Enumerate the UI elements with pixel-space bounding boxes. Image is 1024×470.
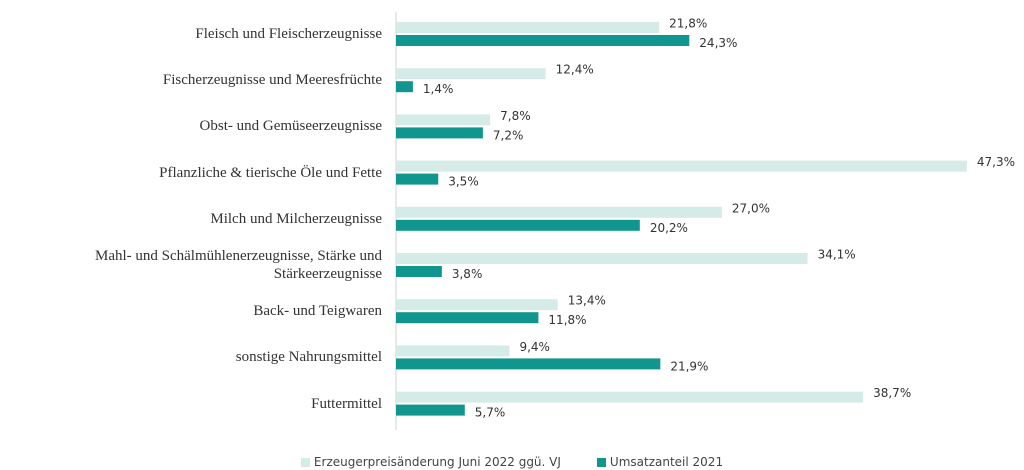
- value-label: 12,4%: [556, 63, 594, 77]
- category-label: sonstige Nahrungsmittel: [235, 349, 382, 366]
- legend: Erzeugerpreisänderung Juni 2022 ggü. VJ U…: [0, 455, 1024, 469]
- value-label: 7,8%: [500, 109, 531, 123]
- value-label: 7,2%: [493, 128, 524, 142]
- legend-item: Erzeugerpreisänderung Juni 2022 ggü. VJ: [300, 455, 561, 469]
- value-label: 9,4%: [519, 340, 550, 354]
- value-label: 34,1%: [818, 248, 856, 262]
- value-label: 13,4%: [568, 294, 606, 308]
- bar: [396, 345, 510, 357]
- category-label: Futtermittel: [311, 395, 382, 412]
- legend-label: Erzeugerpreisänderung Juni 2022 ggü. VJ: [313, 455, 561, 469]
- category-label: Mahl- und Schälmühlenerzeugnisse, Stärke…: [94, 248, 382, 282]
- bar: [396, 127, 483, 139]
- bar: [396, 68, 546, 80]
- category-label: Fleisch und Fleischerzeugnisse: [195, 26, 382, 42]
- bar: [396, 22, 660, 33]
- category-label: Obst- und Gemüseerzeugnisse: [199, 118, 382, 135]
- value-label: 1,4%: [423, 82, 454, 96]
- bar: [396, 114, 491, 126]
- bar: [396, 173, 439, 185]
- legend-swatch: [300, 458, 310, 467]
- bar: [396, 404, 465, 416]
- category-label: Fischerzeugnisse und Meeresfrüchte: [162, 72, 382, 89]
- value-label: 3,8%: [452, 267, 483, 281]
- bar: [396, 299, 558, 311]
- value-label: 21,9%: [670, 359, 708, 373]
- legend-label: Umsatzanteil 2021: [609, 455, 724, 469]
- category-label: Back- und Teigwaren: [253, 303, 382, 320]
- value-label: 3,5%: [448, 175, 479, 189]
- value-label: 5,7%: [475, 406, 506, 420]
- value-label: 20,2%: [650, 221, 688, 235]
- value-label: 27,0%: [732, 201, 770, 215]
- bar: [396, 312, 539, 324]
- bar: [396, 35, 690, 46]
- bar: [396, 358, 661, 370]
- bar: [396, 81, 413, 93]
- bar: [396, 253, 808, 264]
- value-label: 24,3%: [699, 36, 737, 50]
- category-label: Pflanzliche & tierische Öle und Fette: [159, 164, 382, 181]
- legend-swatch: [596, 458, 606, 467]
- bar: [396, 266, 442, 277]
- legend-item: Umsatzanteil 2021: [596, 455, 724, 469]
- bar: [396, 391, 864, 403]
- category-label: Milch und Milcherzeugnisse: [210, 210, 382, 227]
- value-label: 21,8%: [669, 17, 707, 31]
- value-label: 11,8%: [548, 313, 586, 327]
- bar: [396, 219, 640, 231]
- value-label: 47,3%: [977, 155, 1015, 169]
- bar: [396, 206, 722, 218]
- bar: [396, 160, 967, 172]
- value-label: 38,7%: [873, 386, 911, 400]
